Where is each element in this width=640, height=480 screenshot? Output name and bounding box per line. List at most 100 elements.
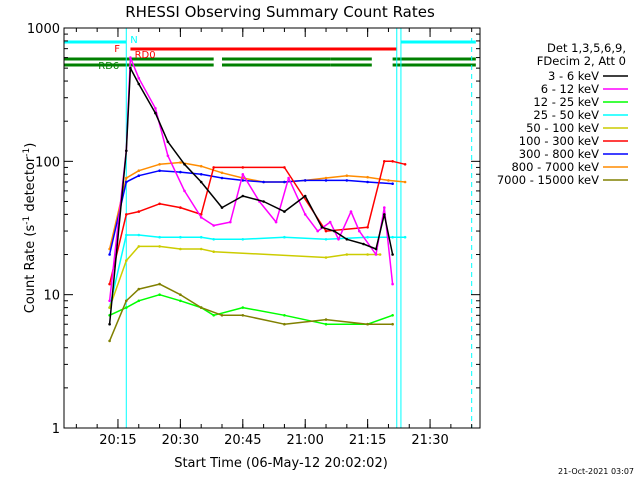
series-point <box>108 306 111 309</box>
y-tick-label: 10 <box>43 289 60 304</box>
series-point <box>129 66 132 70</box>
series-point <box>328 220 332 224</box>
series-point <box>125 149 128 153</box>
series-point <box>183 189 186 193</box>
series-point <box>362 242 365 246</box>
series-point <box>108 322 111 326</box>
series-point <box>391 235 394 239</box>
legend-header-line-2: FDecim 2, Att 0 <box>537 54 626 68</box>
series-point <box>378 253 382 256</box>
series-point <box>137 76 141 80</box>
y-tick-label: 1 <box>52 422 60 437</box>
series-point <box>324 322 328 326</box>
series-point <box>199 180 203 184</box>
series-point <box>137 82 141 86</box>
series-point <box>387 179 390 182</box>
x-axis-label: Start Time (06-May-12 20:02:02) <box>174 456 388 471</box>
series-point <box>283 210 286 213</box>
legend-label: 7000 - 15000 keV <box>497 173 599 187</box>
series-point <box>179 299 182 303</box>
series-point <box>366 253 369 256</box>
series-point <box>199 216 203 219</box>
series-point <box>374 247 378 251</box>
series-point <box>391 322 394 326</box>
legend-label: 100 - 300 keV <box>519 134 599 148</box>
series-point <box>241 238 245 241</box>
series-point <box>108 299 111 303</box>
series-point <box>345 179 349 182</box>
legend-label: 800 - 7000 keV <box>511 160 599 174</box>
series-point <box>345 253 349 256</box>
series-point <box>199 164 203 168</box>
series-point <box>320 226 324 229</box>
legend-label: 50 - 100 keV <box>526 121 599 135</box>
series-point <box>220 314 224 317</box>
series-point <box>158 282 161 286</box>
series-point <box>179 247 182 251</box>
series-point <box>303 194 307 198</box>
series-point <box>287 176 290 180</box>
series-point <box>137 174 141 177</box>
legend-label: 300 - 800 keV <box>519 147 599 161</box>
series-point <box>125 180 128 184</box>
y-axis-label: Count Rate (s-1 detector-1) <box>22 143 38 314</box>
series-point <box>154 107 157 110</box>
series-point <box>316 229 320 233</box>
series-point <box>158 245 161 248</box>
series-point <box>241 166 245 169</box>
series-point <box>220 206 224 209</box>
flag-f-label: F <box>114 44 120 55</box>
flag-rd6-label: RD6 <box>98 61 119 72</box>
series-point <box>137 245 141 248</box>
series-point <box>324 229 328 233</box>
series-point <box>125 299 128 303</box>
series-line <box>109 293 393 325</box>
series-point <box>383 160 386 163</box>
series-line <box>108 161 406 250</box>
series-point <box>229 220 232 224</box>
x-tick-label: 21:15 <box>349 433 386 448</box>
series-point <box>262 180 265 184</box>
series-point <box>391 182 394 185</box>
flag-rd0-label: RD0 <box>135 50 156 61</box>
series-point <box>179 170 182 174</box>
series-point <box>212 166 215 169</box>
series-point <box>241 194 245 198</box>
series-point <box>324 179 328 182</box>
series-point <box>179 206 182 209</box>
series-point <box>283 166 286 169</box>
series-point <box>366 180 369 184</box>
series-point <box>166 154 170 158</box>
plot-frame <box>63 27 481 429</box>
series-point <box>366 175 369 179</box>
series-point <box>154 111 157 115</box>
series-point <box>358 229 361 233</box>
series-point <box>158 293 161 297</box>
x-tick-label: 21:30 <box>411 433 448 448</box>
series-point <box>179 161 182 164</box>
series-point <box>212 250 215 253</box>
legend-label: 3 - 6 keV <box>548 69 599 83</box>
series-point <box>366 235 369 239</box>
legend-label: 12 - 25 keV <box>533 95 599 109</box>
x-tick-label: 21:00 <box>286 433 323 448</box>
series-point <box>179 235 182 239</box>
series-point <box>241 314 245 317</box>
series-point <box>129 56 132 59</box>
series-point <box>324 318 328 321</box>
series-point <box>391 160 394 163</box>
flag-n-label: N <box>130 35 137 46</box>
series-point <box>337 238 340 241</box>
series-point <box>137 287 141 291</box>
series-point <box>403 180 407 184</box>
series-point <box>391 253 394 256</box>
series-point <box>220 176 224 180</box>
series-point <box>274 220 278 224</box>
series-point <box>366 322 369 326</box>
series-point <box>166 140 170 144</box>
series-point <box>241 173 245 176</box>
series-point <box>158 235 161 239</box>
legend-label: 25 - 50 keV <box>533 108 599 122</box>
series-point <box>137 169 141 172</box>
series-point <box>212 314 215 317</box>
